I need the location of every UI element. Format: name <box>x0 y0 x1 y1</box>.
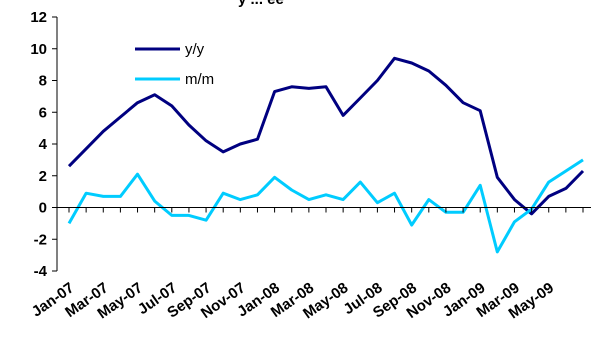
legend-label-yy: y/y <box>185 41 205 58</box>
y-tick-label: 2 <box>39 168 47 185</box>
legend-label-mm: m/m <box>185 71 214 88</box>
series-line-yy <box>67 56 585 216</box>
series-line-mm <box>67 158 584 254</box>
y-tick-label: 10 <box>30 41 47 58</box>
y-tick-label: 6 <box>39 104 47 121</box>
y-tick-label: -2 <box>34 231 47 248</box>
y-tick-label: 8 <box>39 73 47 90</box>
y-tick-label: 4 <box>39 136 48 153</box>
series-layer <box>67 56 585 254</box>
y-tick-label: -4 <box>34 263 48 280</box>
y-tick-label: 12 <box>30 9 47 26</box>
y-tick-label: 0 <box>39 200 47 217</box>
legend: y/y m/m <box>135 41 214 88</box>
axes-layer: 121086420-2-4Jan-07Mar-07May-07Jul-07Sep… <box>29 9 591 322</box>
chart-title-fragment: y ... ee <box>238 0 284 8</box>
